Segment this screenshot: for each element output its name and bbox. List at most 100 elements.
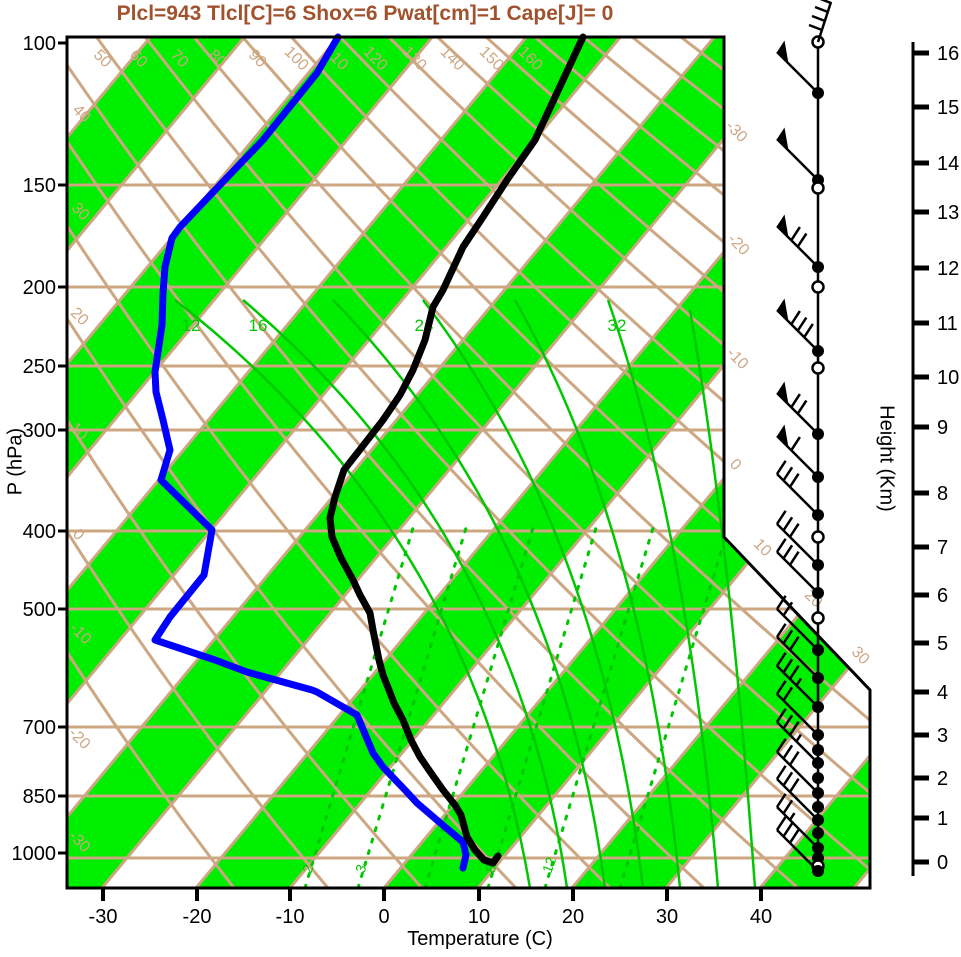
- pressure-tick-label: 850: [23, 786, 56, 808]
- moist-adiabat-line: [242, 299, 569, 888]
- mixing-ratio-line: [543, 523, 656, 888]
- isotherm-band: [67, 37, 809, 888]
- dry-adiabat-line: [192, 37, 870, 888]
- dry-adiabat-label: 100: [281, 43, 312, 74]
- mixing-ratio-line: [356, 523, 469, 888]
- isotherm-band: [760, 37, 870, 888]
- wind-station-dot: [812, 827, 824, 839]
- moist-adiabat-label: 12: [182, 316, 201, 335]
- wind-barb: [776, 721, 819, 764]
- wind-barb: [776, 551, 819, 594]
- dry-adiabat-line: [67, 37, 706, 888]
- temperature-tick-label: 10: [468, 906, 490, 928]
- dry-adiabat-line: [67, 37, 330, 888]
- dry-adiabat-line: [485, 37, 870, 888]
- dry-adiabat-line: [67, 37, 424, 888]
- wind-barb: [776, 665, 819, 708]
- moist-adiabat-line: [422, 299, 645, 888]
- dry-adiabat-line: [67, 37, 518, 888]
- wind-barb-half-tick: [788, 812, 796, 821]
- wind-barb: [776, 693, 819, 736]
- isotherm-line: [67, 37, 246, 888]
- isotherm-band: [67, 37, 621, 888]
- isotherm-line: [67, 37, 622, 888]
- wind-barb-tick: [782, 822, 794, 838]
- wind-barb-half-tick: [795, 733, 802, 743]
- wind-barb-tick: [803, 323, 814, 338]
- isotherm-label: -30: [722, 118, 750, 146]
- wind-station-circle: [811, 361, 825, 375]
- pressure-tick-label: 700: [23, 717, 56, 739]
- moist-adiabat-line: [606, 299, 720, 888]
- wind-barb: [776, 138, 819, 181]
- wind-barb-tick: [788, 778, 800, 793]
- mixing-ratio-line: [303, 523, 416, 888]
- wind-barb-tick: [790, 226, 801, 241]
- temperature-tick-label: 0: [378, 906, 389, 928]
- wind-station-circle: [811, 611, 825, 625]
- wind-barb-tick: [788, 473, 800, 488]
- dry-adiabat-line: [387, 37, 870, 888]
- isotherm-label: 30: [848, 644, 873, 669]
- wind-barb-tick: [775, 510, 787, 525]
- wind-barb-tick: [796, 232, 808, 248]
- wind-barb-tick: [782, 601, 794, 617]
- height-tick-label: 11: [937, 313, 958, 335]
- wind-station-dot: [812, 772, 824, 784]
- wind-barb-pennant: [777, 214, 789, 238]
- wind-barb-pennant: [777, 298, 789, 322]
- wind-barb-pennant: [777, 424, 789, 448]
- isotherm-line: [664, 37, 870, 888]
- wind-barb-tick: [814, 5, 829, 14]
- height-tick-label: 4: [937, 682, 948, 704]
- wind-barb-tick: [775, 816, 787, 831]
- height-tick-label: 12: [937, 258, 959, 280]
- wind-barb-tick: [775, 623, 787, 638]
- pressure-tick-label: 250: [23, 356, 56, 378]
- moist-adiabat-line: [513, 299, 682, 888]
- height-tick-label: 13: [937, 202, 959, 224]
- dry-adiabat-line: [533, 37, 870, 888]
- height-tick-label: 1: [937, 808, 948, 830]
- wind-barb-tick: [782, 629, 794, 645]
- wind-barb-tick: [790, 436, 801, 451]
- wind-barb: [776, 751, 819, 794]
- wind-barb-tick: [775, 538, 787, 553]
- height-tick-label: 8: [937, 483, 948, 505]
- wind-barb-pennant: [777, 40, 789, 64]
- height-tick-label: 15: [937, 97, 959, 119]
- wind-barb-tick: [796, 316, 808, 332]
- wind-station-circle: [811, 280, 825, 294]
- height-tick-label: 9: [937, 417, 948, 439]
- height-tick-label: 7: [937, 537, 948, 559]
- dry-adiabat-line: [67, 37, 612, 888]
- wind-barb: [776, 636, 819, 679]
- dry-adiabat-label: 140: [437, 43, 468, 74]
- wind-barb: [776, 608, 819, 651]
- height-tick-label: 3: [937, 725, 948, 747]
- wind-barb-half-tick: [795, 677, 802, 687]
- wind-barb-tick: [782, 714, 794, 730]
- isotherm-band: [572, 37, 870, 888]
- pressure-tick-label: 500: [23, 599, 56, 621]
- wind-barb-tick: [788, 829, 800, 844]
- temperature-axis-label: Temperature (C): [407, 928, 553, 950]
- height-tick-label: 10: [937, 367, 959, 389]
- isotherm-line: [67, 37, 528, 888]
- pressure-tick-label: 100: [23, 33, 56, 55]
- wind-barb-tick: [782, 658, 794, 674]
- dry-adiabat-line: [67, 37, 799, 888]
- pressure-tick-label: 400: [23, 521, 56, 543]
- wind-station-circle: [811, 530, 825, 544]
- height-tick-label: 6: [937, 585, 948, 607]
- height-tick-label: 0: [937, 852, 948, 874]
- moist-adiabat-line: [688, 309, 757, 888]
- chart-title: Plcl=943 Tlcl[C]=6 Shox=6 Pwat[cm]=1 Cap…: [116, 2, 614, 25]
- wind-barb-tick: [775, 652, 787, 667]
- mixing-ratio-line: [618, 523, 731, 888]
- wind-station-dot: [812, 744, 824, 756]
- wind-barb-tick: [790, 310, 801, 325]
- pressure-tick-label: 1000: [12, 843, 57, 865]
- isotherm-line: [288, 37, 870, 888]
